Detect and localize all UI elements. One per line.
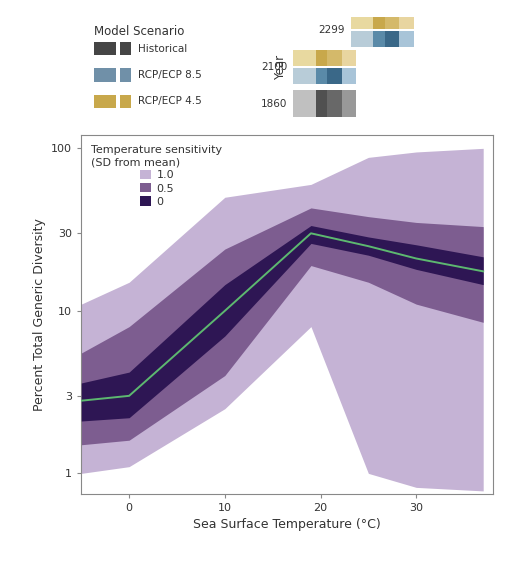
Bar (373, 31, 385, 47)
Bar (293, 90, 316, 118)
Y-axis label: Percent Total Generic Diversity: Percent Total Generic Diversity (33, 218, 46, 411)
Bar (385, 31, 399, 47)
Text: 1860: 1860 (261, 99, 287, 109)
Bar (342, 90, 356, 118)
Text: Year: Year (274, 54, 288, 80)
Bar (119, 68, 131, 81)
Text: Model Scenario: Model Scenario (93, 25, 184, 38)
Bar (373, 13, 385, 29)
Bar (327, 68, 342, 84)
Bar (399, 13, 414, 29)
Bar (342, 68, 356, 84)
Bar (119, 43, 131, 56)
Bar (93, 95, 116, 108)
X-axis label: Sea Surface Temperature (°C): Sea Surface Temperature (°C) (193, 518, 381, 531)
Bar (316, 68, 327, 84)
Bar (385, 13, 399, 29)
Bar (293, 50, 316, 66)
Bar (119, 95, 131, 108)
Bar (316, 50, 327, 66)
Text: RCP/ECP 8.5: RCP/ECP 8.5 (138, 70, 201, 80)
Bar (327, 90, 342, 118)
Bar (327, 50, 342, 66)
Text: Historical: Historical (138, 44, 187, 54)
Bar (93, 68, 116, 81)
Bar (351, 13, 373, 29)
Text: RCP/ECP 4.5: RCP/ECP 4.5 (138, 96, 201, 106)
Bar (351, 31, 373, 47)
Text: 2100: 2100 (261, 62, 287, 72)
Bar (293, 68, 316, 84)
Text: 2299: 2299 (318, 25, 344, 35)
Bar (399, 31, 414, 47)
Legend: 1.0, 0.5, 0: 1.0, 0.5, 0 (87, 141, 227, 211)
Bar (342, 50, 356, 66)
Bar (316, 90, 327, 118)
Bar (93, 43, 116, 56)
